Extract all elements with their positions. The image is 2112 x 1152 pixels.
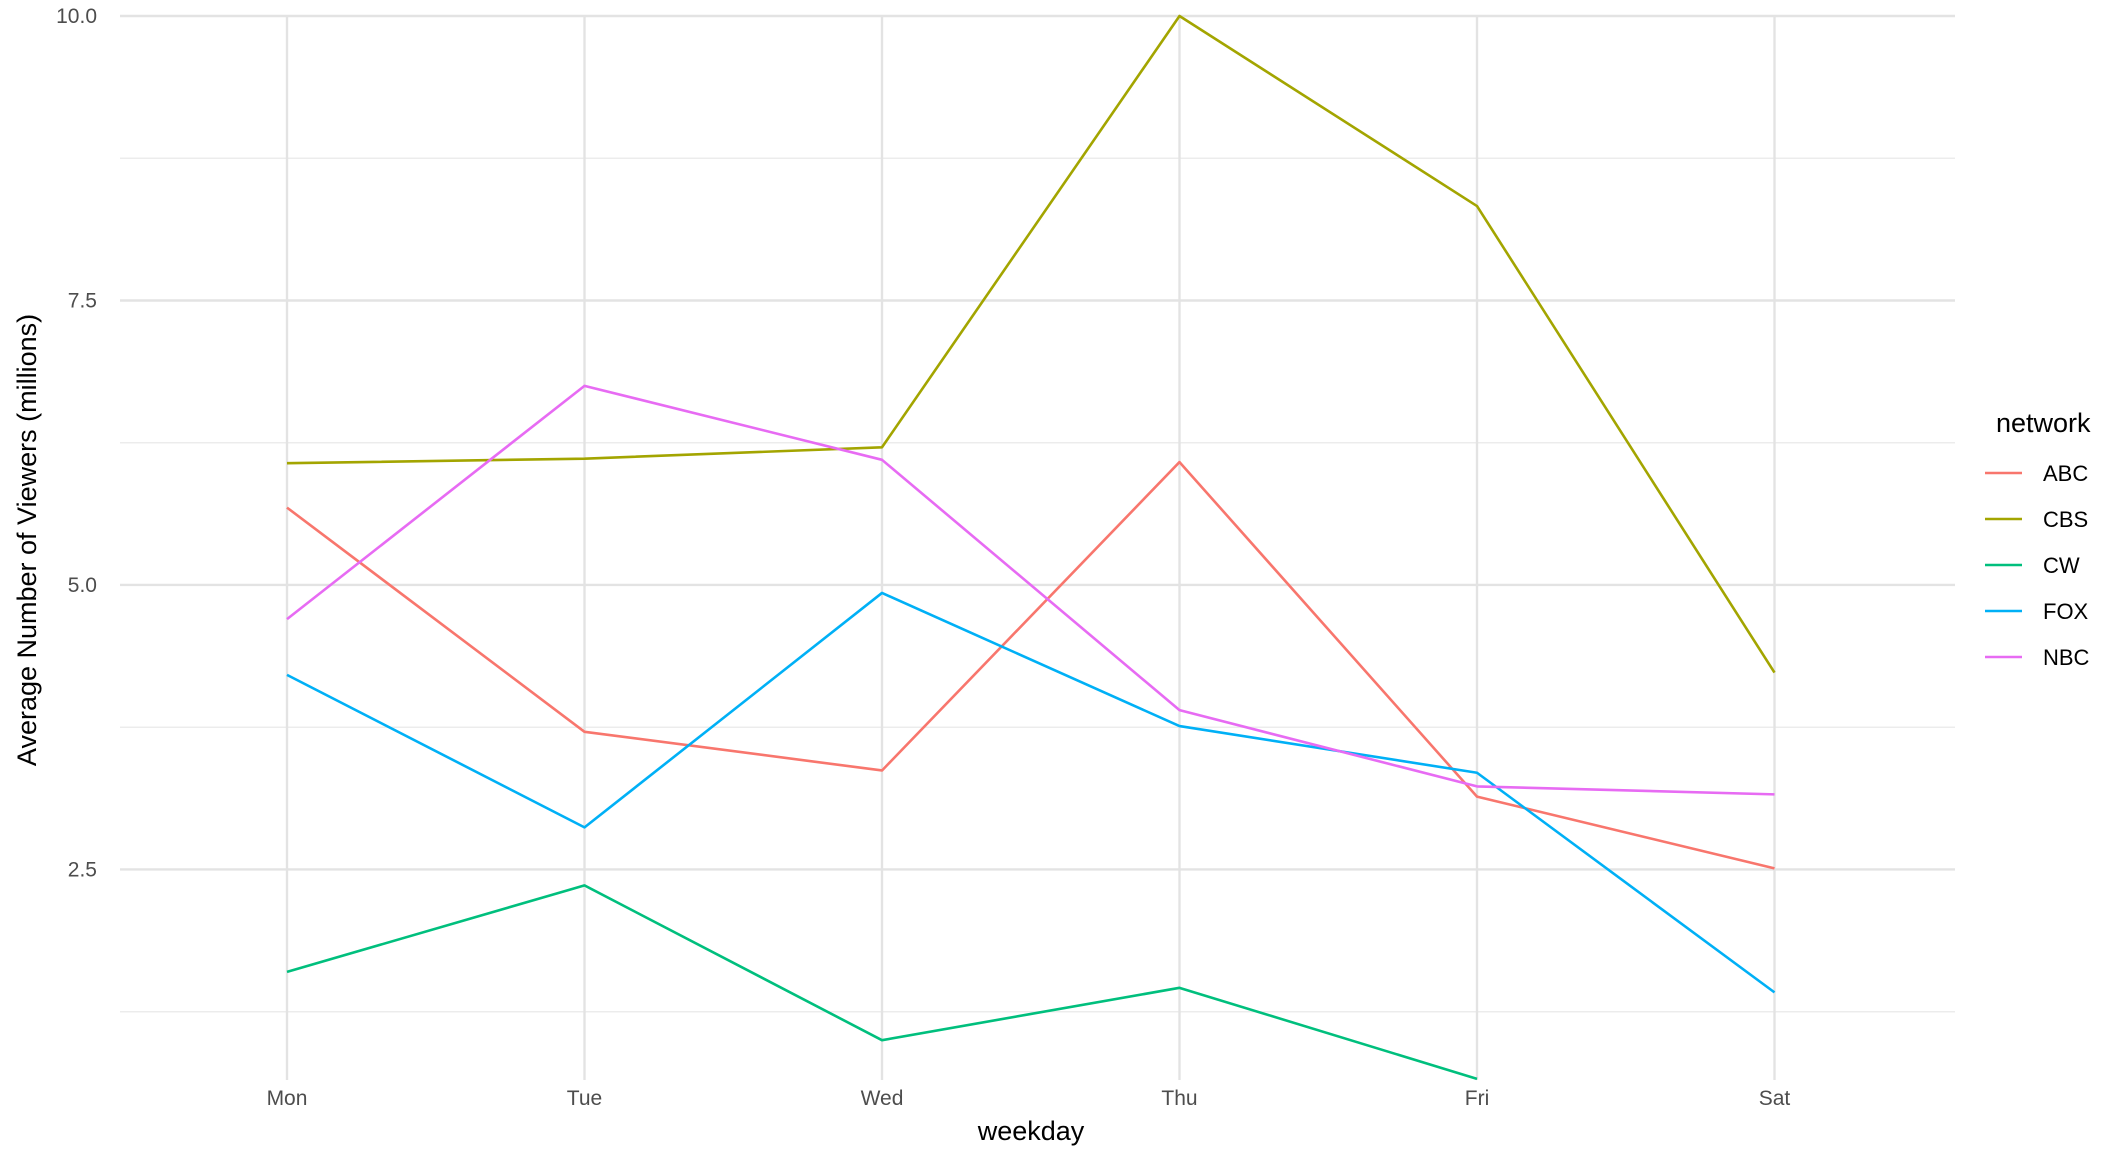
x-tick-label: Sat — [1759, 1087, 1791, 1110]
legend-label-cw: CW — [2043, 553, 2080, 578]
y-tick-label: 7.5 — [68, 289, 97, 312]
y-tick-label: 5.0 — [68, 574, 97, 597]
major-gridlines — [120, 14, 1955, 1080]
x-axis-tick-labels: Mon Tue Wed Thu Fri Sat — [267, 1087, 1791, 1110]
series-line-nbc — [286, 384, 1775, 796]
legend: network ABC CBS CW FOX NBC — [1985, 408, 2091, 670]
x-tick-label: Tue — [567, 1087, 602, 1110]
legend-items: ABC CBS CW FOX NBC — [1985, 461, 2090, 670]
x-tick-label: Mon — [267, 1087, 308, 1110]
y-tick-label: 2.5 — [68, 858, 97, 881]
series-line-fox — [286, 591, 1776, 994]
plot-area — [120, 14, 1955, 1081]
y-tick-label: 10.0 — [56, 5, 97, 28]
legend-title: network — [1996, 408, 2091, 438]
y-axis-tick-labels: 2.5 5.0 7.5 10.0 — [56, 5, 97, 881]
x-axis-title: weekday — [977, 1116, 1085, 1146]
series-lines — [286, 14, 1776, 1081]
series-line-cw — [286, 884, 1478, 1081]
legend-label-nbc: NBC — [2043, 645, 2090, 670]
series-line-cbs — [286, 14, 1776, 674]
x-tick-label: Wed — [861, 1087, 904, 1110]
y-axis-title: Average Number of Viewers (millions) — [12, 314, 42, 766]
x-tick-label: Fri — [1465, 1087, 1490, 1110]
legend-label-cbs: CBS — [2043, 507, 2088, 532]
legend-label-fox: FOX — [2043, 599, 2089, 624]
x-tick-label: Thu — [1161, 1087, 1197, 1110]
legend-label-abc: ABC — [2043, 461, 2088, 486]
series-line-abc — [286, 460, 1775, 870]
